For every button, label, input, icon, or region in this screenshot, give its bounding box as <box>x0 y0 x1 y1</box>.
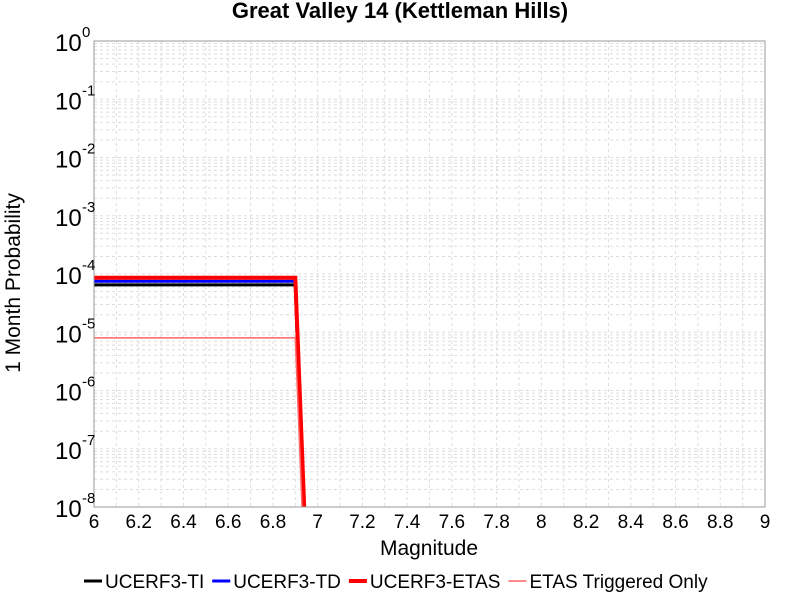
x-tick-label: 9 <box>760 512 771 533</box>
y-tick-label: 10 -3 <box>55 199 95 232</box>
series-line <box>94 275 307 508</box>
y-tick-exponent: -2 <box>82 141 95 158</box>
y-tick-label: 10 -4 <box>55 257 95 290</box>
y-tick-exponent: 0 <box>82 24 90 41</box>
y-tick-base: 10 <box>55 380 82 407</box>
y-tick-label: 10 -8 <box>55 490 95 523</box>
y-tick-base: 10 <box>55 496 82 523</box>
y-tick-label: 10 0 <box>55 24 90 57</box>
x-tick-label: 7.2 <box>349 512 375 533</box>
legend: UCERF3-TI UCERF3-TD UCERF3-ETAS ETAS Trigge… <box>84 572 708 593</box>
x-tick-label: 6.2 <box>126 512 152 533</box>
y-tick-exponent: -5 <box>82 315 95 332</box>
legend-label: UCERF3-TD <box>233 572 341 593</box>
legend-label: UCERF3-ETAS <box>370 572 501 593</box>
y-tick-base: 10 <box>55 438 82 465</box>
x-tick-label: 8 <box>536 512 547 533</box>
y-tick-label: 10 -1 <box>55 82 95 115</box>
legend-label: ETAS Triggered Only <box>529 572 708 593</box>
x-tick-label: 8.2 <box>573 512 599 533</box>
x-tick-label: 6 <box>89 512 100 533</box>
y-tick-base: 10 <box>55 88 82 115</box>
x-tick-label: 8.6 <box>662 512 688 533</box>
chart-title: Great Valley 14 (Kettleman Hills) <box>232 0 568 23</box>
y-tick-label: 10 -7 <box>55 432 95 465</box>
legend-label: UCERF3-TI <box>105 572 204 593</box>
y-axis-label: 1 Month Probability <box>2 193 25 373</box>
x-tick-label: 8.8 <box>707 512 733 533</box>
y-tick-base: 10 <box>55 205 82 232</box>
y-tick-label: 10 -6 <box>55 374 95 407</box>
x-tick-label: 7.8 <box>483 512 509 533</box>
x-tick-label: 6.8 <box>260 512 286 533</box>
series-lines <box>94 275 307 508</box>
y-tick-exponent: -3 <box>82 199 95 216</box>
y-tick-exponent: -4 <box>82 257 95 274</box>
y-tick-base: 10 <box>55 147 82 174</box>
plot-area-border <box>93 40 766 508</box>
x-tick-label: 7.4 <box>394 512 421 533</box>
y-tick-exponent: -1 <box>82 82 95 99</box>
x-tick-label: 8.4 <box>618 512 645 533</box>
y-tick-exponent: -8 <box>82 490 95 507</box>
x-tick-label: 7 <box>312 512 323 533</box>
x-tick-label: 6.4 <box>170 512 197 533</box>
y-tick-exponent: -7 <box>82 432 95 449</box>
y-tick-exponent: -6 <box>82 374 95 391</box>
x-tick-label: 6.6 <box>215 512 241 533</box>
x-axis-label: Magnitude <box>380 537 478 560</box>
x-axis-ticks: 6 6.2 6.4 6.6 6.8 7 7.2 7.4 7.6 7.8 8 8.2 8.4 8.6 8.8 9 <box>89 512 771 533</box>
y-tick-label: 10 -5 <box>55 315 95 348</box>
y-tick-base: 10 <box>55 30 82 57</box>
x-tick-label: 7.6 <box>439 512 465 533</box>
y-tick-base: 10 <box>55 263 82 290</box>
series-line <box>94 337 303 508</box>
grid <box>93 41 766 508</box>
y-tick-base: 10 <box>55 321 82 348</box>
y-tick-label: 10 -2 <box>55 141 95 174</box>
